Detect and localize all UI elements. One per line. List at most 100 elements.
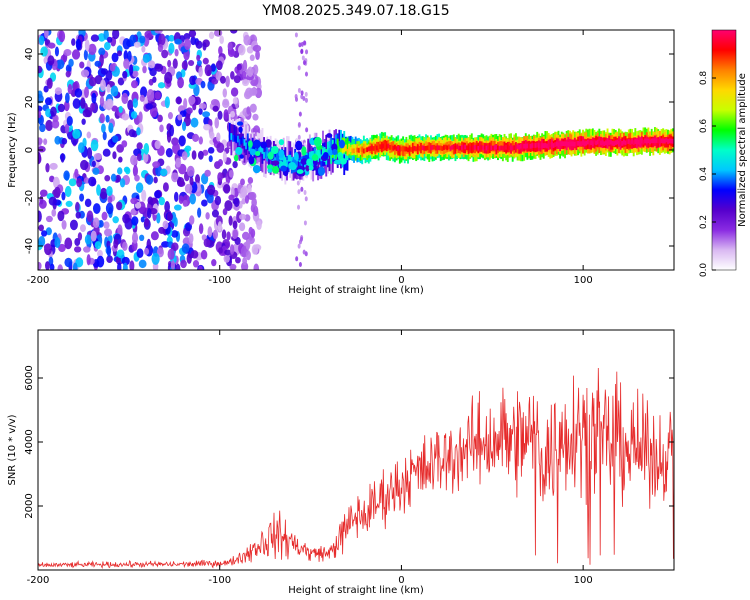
spectrogram-cells [38,30,674,270]
spectral-cell [229,244,235,255]
spectral-cell [222,100,230,109]
spectral-cell [192,260,200,268]
spectral-cell [349,147,352,153]
spectral-cell [372,146,375,151]
spectral-cell [338,139,346,149]
spectral-cell [81,118,86,125]
spectral-cell [631,139,634,144]
spectral-cell [537,143,540,148]
spectral-cell [221,229,227,240]
spectral-cell [146,89,155,101]
y-tick-label: -40 [24,238,35,254]
spectral-cell [204,169,211,177]
spectral-cell [186,107,193,115]
spectral-cell [99,95,105,107]
spectral-cell [228,194,235,201]
spectral-cell [154,91,161,100]
spectral-cell [665,137,668,143]
spectral-cell [238,126,243,133]
spectral-cell [240,186,247,198]
spectral-cell [54,46,60,57]
spectral-cell [403,146,406,152]
spectral-cell [500,145,503,151]
spectral-cell [117,167,123,175]
spectral-cell [248,144,251,152]
spectral-cell [475,144,478,150]
spectral-cell [461,144,463,150]
spectral-cell [84,234,92,245]
spectral-cell [115,174,122,183]
spectral-cell [505,144,508,150]
spectral-cell [121,92,129,105]
spectral-cell [84,86,89,99]
spectral-cell [112,30,120,40]
spectral-cell [301,55,305,61]
spectral-cell [80,97,86,109]
spectral-cell [88,176,97,187]
spectral-cell [102,131,107,141]
spectral-cell [97,249,103,258]
x-tick-label: 100 [574,575,593,586]
spectral-cell [49,263,55,270]
spectral-cell [140,216,145,223]
spectral-cell [229,263,237,270]
y-tick-label: 6000 [24,365,35,390]
spectral-cell [125,167,131,175]
snr-series-line [38,367,674,570]
spectral-cell [451,144,454,150]
spectral-cell [143,142,150,155]
spectral-cell [296,169,304,174]
spectral-cell [618,141,620,146]
spectral-cell [301,146,307,156]
spectral-cell [562,141,565,147]
spectral-cell [77,232,83,241]
spectral-cell [356,147,359,153]
spectral-cell [83,49,88,61]
spectral-cell [298,261,302,267]
x-tick-label: 100 [574,275,593,286]
spectral-cell [64,257,73,268]
spectral-cell [189,176,194,186]
spectral-cell [536,142,539,148]
spectral-cell [297,121,301,127]
spectral-cell [72,81,78,91]
spectral-cell [104,228,113,237]
spectral-cell [315,150,318,158]
spectral-cell [249,103,257,113]
spectral-cell [557,142,560,148]
spectral-cell [107,98,114,109]
spectral-cell [270,145,279,155]
spectral-cell [519,143,522,149]
spectral-cell [123,50,129,61]
spectral-cell [46,77,53,90]
spectral-cell [369,146,372,151]
spectral-cell [39,123,46,133]
spectral-cell [297,87,301,93]
spectral-cell [238,139,241,146]
spectral-cell [249,148,257,156]
spectral-cell [418,145,421,151]
x-tick-label: 0 [398,575,404,586]
spectral-cell [539,143,542,149]
spectral-cell [652,138,655,144]
spectral-cell [188,233,194,244]
spectral-cell [87,147,93,160]
spectral-cell [521,144,524,149]
spectral-cell [298,111,302,117]
spectral-cell [175,96,182,105]
spectral-cell [150,231,159,241]
spectral-cell [94,60,102,67]
spectral-cell [167,112,173,120]
spectral-cell [235,146,243,156]
spectral-cell [300,90,304,96]
spectral-cell [72,128,81,139]
spectral-cell [101,211,108,221]
spectral-cell [219,35,224,45]
spectral-cell [38,146,46,153]
spectral-cell [65,70,71,78]
spectral-cell [198,66,203,78]
spectral-cell [241,198,247,205]
spectral-cell [300,94,304,100]
spectral-cell [142,53,150,63]
spectral-cell [384,143,387,149]
